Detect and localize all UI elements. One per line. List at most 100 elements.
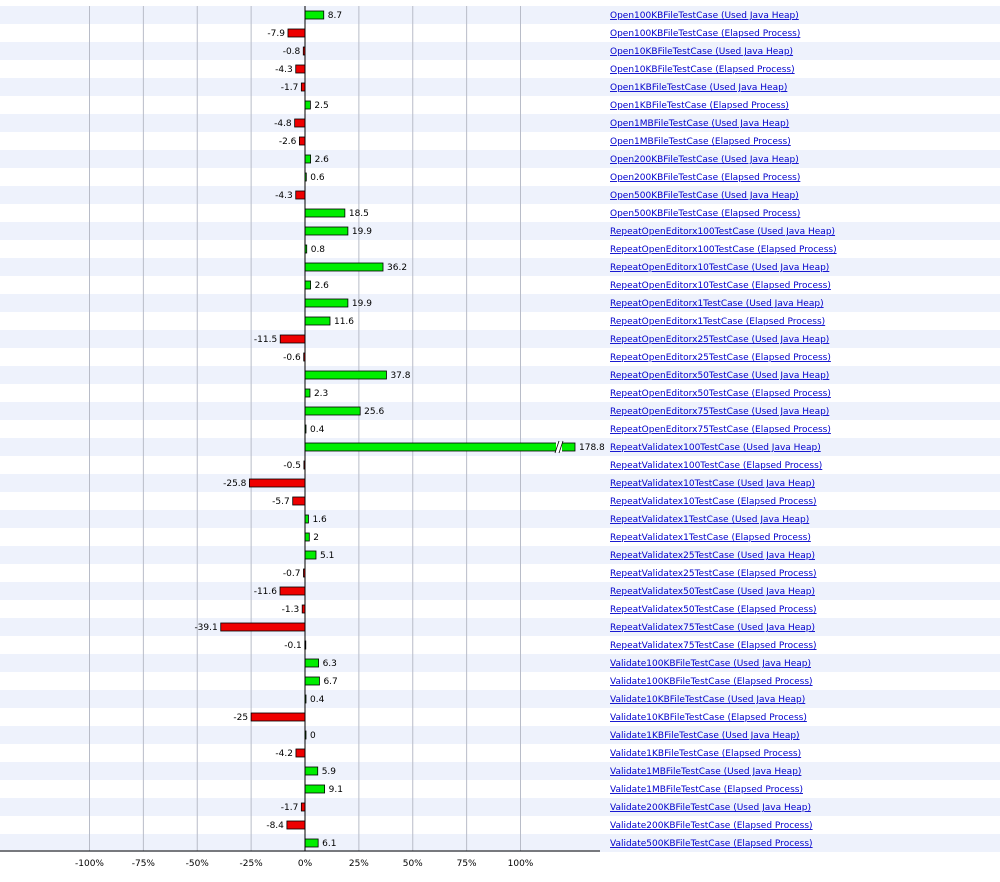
bar [304, 370, 387, 380]
test-case-link[interactable]: Open10KBFileTestCase (Used Java Heap) [610, 47, 793, 57]
test-case-link[interactable]: RepeatOpenEditorx10TestCase (Elapsed Pro… [610, 281, 831, 291]
test-case-link[interactable]: RepeatOpenEditorx100TestCase (Used Java … [610, 227, 835, 237]
value-label: -0.8 [283, 47, 301, 57]
bar [250, 712, 306, 722]
x-tick-label: 25% [349, 859, 369, 869]
test-case-link[interactable]: Open100KBFileTestCase (Used Java Heap) [610, 11, 799, 21]
test-case-link[interactable]: RepeatOpenEditorx75TestCase (Elapsed Pro… [610, 425, 831, 435]
bar-break-mark [554, 440, 560, 454]
test-case-link[interactable]: Validate100KBFileTestCase (Used Java Hea… [610, 659, 811, 669]
test-case-link[interactable]: RepeatValidatex10TestCase (Elapsed Proce… [610, 497, 817, 507]
test-case-link[interactable]: RepeatOpenEditorx75TestCase (Used Java H… [610, 407, 829, 417]
bar [279, 586, 306, 596]
value-label: -25.8 [223, 479, 247, 489]
value-label: -0.5 [283, 461, 301, 471]
test-case-link[interactable]: RepeatOpenEditorx1TestCase (Elapsed Proc… [610, 317, 825, 327]
bar [304, 514, 309, 524]
test-case-link[interactable]: Validate200KBFileTestCase (Used Java Hea… [610, 803, 811, 813]
value-label: 0.4 [310, 425, 325, 435]
value-label: 19.9 [352, 299, 372, 309]
test-case-link[interactable]: Validate1MBFileTestCase (Used Java Heap) [610, 767, 801, 777]
row-stripe [0, 366, 1000, 384]
row-stripe [0, 798, 1000, 816]
bar [292, 496, 306, 506]
test-case-link[interactable]: Open1KBFileTestCase (Elapsed Process) [610, 101, 789, 111]
test-case-link[interactable]: RepeatValidatex50TestCase (Used Java Hea… [610, 587, 815, 597]
value-label: -39.1 [194, 623, 217, 633]
test-case-link[interactable]: RepeatOpenEditorx50TestCase (Elapsed Pro… [610, 389, 831, 399]
test-case-link[interactable]: Open1MBFileTestCase (Used Java Heap) [610, 119, 789, 129]
test-case-link[interactable]: Open200KBFileTestCase (Elapsed Process) [610, 173, 800, 183]
bar [249, 478, 306, 488]
row-stripe [0, 762, 1000, 780]
bar [295, 190, 306, 200]
test-case-link[interactable]: RepeatValidatex75TestCase (Used Java Hea… [610, 623, 815, 633]
test-case-link[interactable]: Validate200KBFileTestCase (Elapsed Proce… [610, 821, 813, 831]
test-case-link[interactable]: RepeatOpenEditorx100TestCase (Elapsed Pr… [610, 245, 837, 255]
x-tick-label: 50% [403, 859, 423, 869]
test-case-link[interactable]: RepeatValidatex25TestCase (Elapsed Proce… [610, 569, 817, 579]
test-case-link[interactable]: Validate1KBFileTestCase (Used Java Heap) [610, 731, 800, 741]
bar [304, 658, 319, 668]
test-case-link[interactable]: Validate10KBFileTestCase (Elapsed Proces… [610, 713, 807, 723]
value-label: 2.3 [314, 389, 328, 399]
value-label: -0.1 [284, 641, 302, 651]
test-case-link[interactable]: RepeatOpenEditorx10TestCase (Used Java H… [610, 263, 829, 273]
row-stripe [0, 618, 1000, 636]
value-label: 11.6 [334, 317, 354, 327]
test-case-link[interactable]: RepeatValidatex100TestCase (Elapsed Proc… [610, 461, 822, 471]
value-label: 6.1 [322, 839, 336, 849]
value-label: -11.5 [254, 335, 277, 345]
value-label: -4.8 [274, 119, 292, 129]
value-label: 6.3 [323, 659, 337, 669]
value-label: -4.3 [275, 65, 293, 75]
bar [304, 316, 331, 326]
bar [304, 100, 311, 110]
test-case-link[interactable]: RepeatValidatex75TestCase (Elapsed Proce… [610, 641, 817, 651]
test-case-link[interactable]: Validate100KBFileTestCase (Elapsed Proce… [610, 677, 813, 687]
test-case-link[interactable]: Open1KBFileTestCase (Used Java Heap) [610, 83, 787, 93]
bar [304, 838, 319, 848]
test-case-link[interactable]: Open500KBFileTestCase (Used Java Heap) [610, 191, 799, 201]
value-label: 5.9 [322, 767, 337, 777]
test-case-link[interactable]: RepeatOpenEditorx50TestCase (Used Java H… [610, 371, 829, 381]
bar [304, 298, 349, 308]
bar [304, 10, 325, 20]
test-case-link[interactable]: Validate1MBFileTestCase (Elapsed Process… [610, 785, 803, 795]
bar [304, 280, 312, 290]
test-case-link[interactable]: Open10KBFileTestCase (Elapsed Process) [610, 65, 795, 75]
test-case-link[interactable]: RepeatValidatex50TestCase (Elapsed Proce… [610, 605, 817, 615]
test-case-link[interactable]: Open200KBFileTestCase (Used Java Heap) [610, 155, 799, 165]
x-tick-label: 75% [457, 859, 477, 869]
test-case-link[interactable]: RepeatOpenEditorx25TestCase (Elapsed Pro… [610, 353, 831, 363]
bar [294, 118, 306, 128]
row-stripe [0, 582, 1000, 600]
test-case-link[interactable]: RepeatValidatex1TestCase (Used Java Heap… [610, 515, 809, 525]
test-case-link[interactable]: Validate1KBFileTestCase (Elapsed Process… [610, 749, 801, 759]
value-label: -0.7 [283, 569, 301, 579]
bar [295, 748, 306, 758]
bar [300, 802, 306, 812]
test-case-link[interactable]: Validate10KBFileTestCase (Used Java Heap… [610, 695, 805, 705]
test-case-link[interactable]: RepeatValidatex100TestCase (Used Java He… [610, 443, 821, 453]
row-stripe [0, 294, 1000, 312]
bar [304, 154, 312, 164]
value-label: 2.6 [315, 155, 330, 165]
bar [287, 28, 306, 38]
value-label: -4.2 [275, 749, 293, 759]
test-case-link[interactable]: RepeatOpenEditorx25TestCase (Used Java H… [610, 335, 829, 345]
value-label: -4.3 [275, 191, 293, 201]
row-stripe [0, 186, 1000, 204]
test-case-link[interactable]: RepeatValidatex25TestCase (Used Java Hea… [610, 551, 815, 561]
gridlines [89, 6, 521, 851]
test-case-link[interactable]: Open1MBFileTestCase (Elapsed Process) [610, 137, 791, 147]
test-case-link[interactable]: Open500KBFileTestCase (Elapsed Process) [610, 209, 800, 219]
test-case-link[interactable]: Validate500KBFileTestCase (Elapsed Proce… [610, 839, 813, 849]
test-case-link[interactable]: RepeatOpenEditorx1TestCase (Used Java He… [610, 299, 824, 309]
test-case-link[interactable]: RepeatValidatex1TestCase (Elapsed Proces… [610, 533, 811, 543]
bar [304, 226, 349, 236]
test-case-link[interactable]: RepeatValidatex10TestCase (Used Java Hea… [610, 479, 815, 489]
row-stripe [0, 474, 1000, 492]
test-case-link[interactable]: Open100KBFileTestCase (Elapsed Process) [610, 29, 800, 39]
value-label: 19.9 [352, 227, 372, 237]
